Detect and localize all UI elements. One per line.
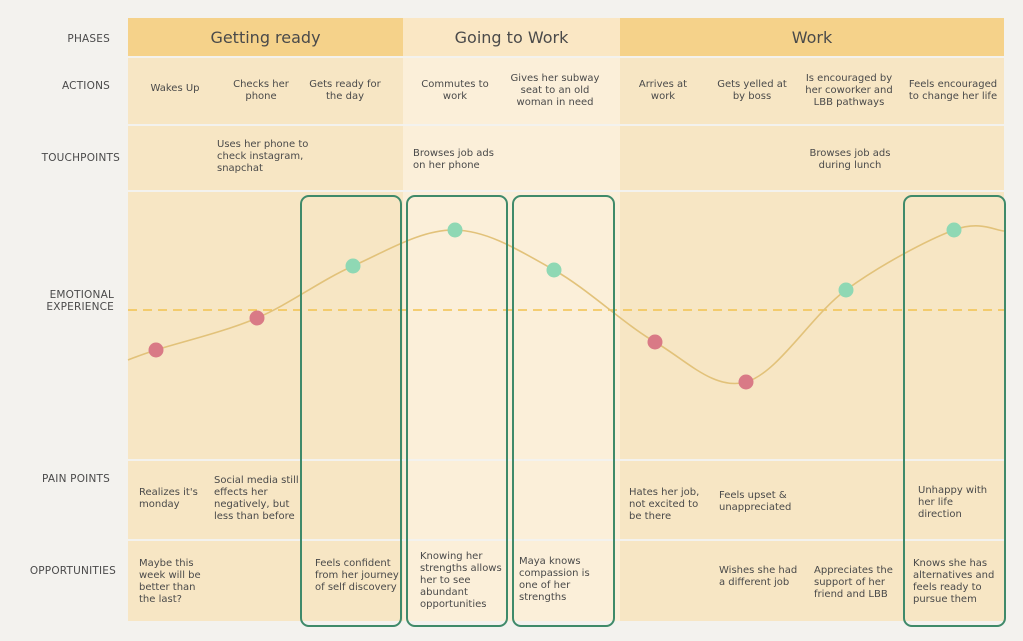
opportunity-alternatives: Knows she has alternatives and feels rea… — [913, 558, 995, 605]
action-gets-ready: Gets ready for the day — [309, 79, 381, 102]
opportunity-feels-confident: Feels confident from her journey of self… — [315, 558, 399, 593]
painpoint-unhappy: Unhappy with her life direction — [918, 485, 988, 520]
opportunity-strengths: Knowing her strengths allows her to see … — [420, 551, 502, 610]
emotion-point-5 — [546, 262, 562, 278]
touchpoint-phone-social: Uses her phone to check instagram, snapc… — [217, 139, 309, 174]
action-arrives: Arrives at work — [638, 79, 688, 102]
opportunity-different-job: Wishes she had a different job — [719, 565, 798, 588]
phase-work: Work — [620, 18, 1004, 56]
emotion-point-4 — [447, 222, 463, 238]
touchpoint-job-ads-lunch: Browses job ads during lunch — [809, 148, 891, 171]
action-gives-seat: Gives her subway seat to an old woman in… — [510, 73, 600, 108]
highlight-commutes-column — [406, 195, 508, 627]
emotion-point-9 — [946, 222, 962, 238]
action-checks-phone: Checks her phone — [233, 79, 289, 102]
emotion-point-1 — [148, 342, 164, 358]
highlight-gets-ready-column — [300, 195, 402, 627]
highlight-gives-seat-column — [512, 195, 615, 627]
emotion-point-8 — [838, 282, 854, 298]
touchpoint-job-ads-phone: Browses job ads on her phone — [413, 148, 494, 171]
row-label-phases: PHASES — [67, 33, 110, 45]
row-label-opportunities: OPPORTUNITIES — [29, 565, 116, 577]
row-label-emotional: EMOTIONAL EXPERIENCE — [0, 289, 114, 313]
action-yelled: Gets yelled at by boss — [717, 79, 787, 102]
emotion-point-7 — [738, 374, 754, 390]
phase-going-to-work: Going to Work — [403, 18, 620, 56]
highlight-encouraged-column — [903, 195, 1006, 627]
action-encouraged-coworker: Is encouraged by her coworker and LBB pa… — [805, 73, 893, 108]
painpoint-hates-job: Hates her job, not excited to be there — [629, 487, 700, 522]
row-label-pain-points: PAIN POINTS — [42, 473, 110, 485]
emotion-point-6 — [647, 334, 663, 350]
action-encouraged-change: Feels encouraged to change her life — [908, 79, 998, 102]
row-label-emotional-line1: EMOTIONAL — [49, 289, 114, 301]
row-label-emotional-line2: EXPERIENCE — [46, 301, 114, 313]
painpoint-upset: Feels upset & unappreciated — [719, 490, 792, 513]
painpoint-social-media: Social media still effects her negativel… — [214, 475, 299, 522]
emotion-point-2 — [249, 310, 265, 326]
row-label-actions: ACTIONS — [61, 80, 110, 92]
opportunity-better-week: Maybe this week will be better than the … — [139, 558, 201, 605]
emotion-point-3 — [345, 258, 361, 274]
action-wakes-up: Wakes Up — [150, 83, 200, 94]
painpoint-monday: Realizes it's monday — [139, 487, 198, 510]
opportunity-appreciates-support: Appreciates the support of her friend an… — [814, 565, 893, 600]
phase-getting-ready: Getting ready — [128, 18, 403, 56]
opportunity-compassion: Maya knows compassion is one of her stre… — [519, 556, 590, 603]
row-label-touchpoints: TOUCHPOINTS — [41, 152, 120, 164]
action-commutes: Commutes to work — [421, 79, 489, 102]
